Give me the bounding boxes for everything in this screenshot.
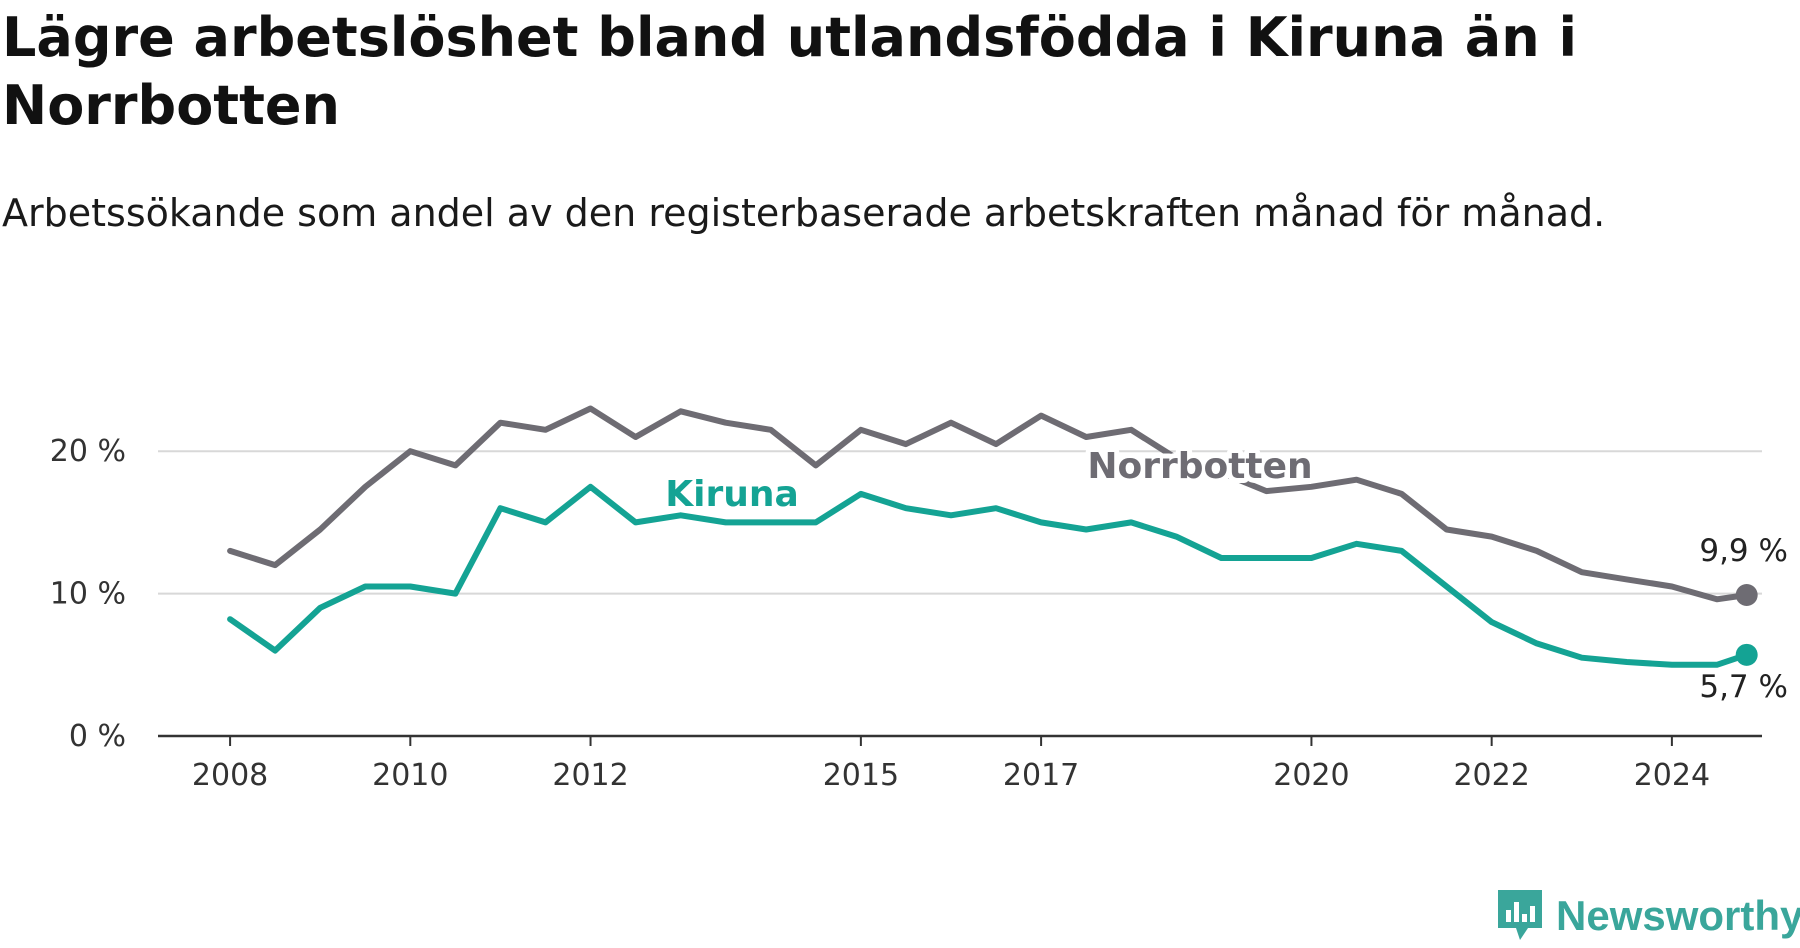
x-tick-label: 2008	[192, 758, 268, 793]
end-value-label-norrbotten: 9,9 %	[1699, 533, 1788, 569]
x-tick-label: 2010	[372, 758, 448, 793]
newsworthy-logo: Newsworthy	[1494, 888, 1800, 944]
y-tick-label: 0 %	[69, 719, 126, 754]
chart-title: Lägre arbetslöshet bland utlandsfödda i …	[2, 6, 1577, 137]
end-point-norrbotten	[1735, 584, 1758, 607]
end-point-kiruna	[1735, 643, 1758, 666]
chart-subtitle: Arbetssökande som andel av den registerb…	[2, 191, 1606, 235]
y-axis: 0 % 10 % 20 %	[50, 434, 126, 754]
y-tick-label: 20 %	[50, 434, 126, 469]
x-tick-label: 2017	[1003, 758, 1079, 793]
series-line-kiruna	[227, 483, 1750, 668]
series-line-norrbotten	[227, 405, 1750, 603]
series-label-halo: Kiruna	[665, 474, 799, 515]
x-tick-label: 2015	[823, 758, 899, 793]
series-lines	[227, 405, 1758, 668]
x-tick-label: 2020	[1273, 758, 1349, 793]
series-label-halo: Norrbotten	[1087, 446, 1312, 487]
grid-lines	[158, 450, 1762, 595]
end-value-label-kiruna: 5,7 %	[1699, 669, 1788, 705]
x-axis: 2008 2010 2012 2015 2017 2020 2022 2024	[158, 734, 1762, 793]
series-label-norrbotten: Norrbotten	[1087, 446, 1312, 487]
x-tick-label: 2024	[1634, 758, 1710, 793]
x-tick-label: 2012	[552, 758, 628, 793]
series-label-kiruna: Kiruna	[665, 474, 799, 515]
x-tick-label: 2022	[1453, 758, 1529, 793]
brand-name: Newsworthy	[1556, 892, 1800, 939]
y-tick-label: 10 %	[50, 577, 126, 612]
newsworthy-logo-icon	[1498, 890, 1542, 940]
